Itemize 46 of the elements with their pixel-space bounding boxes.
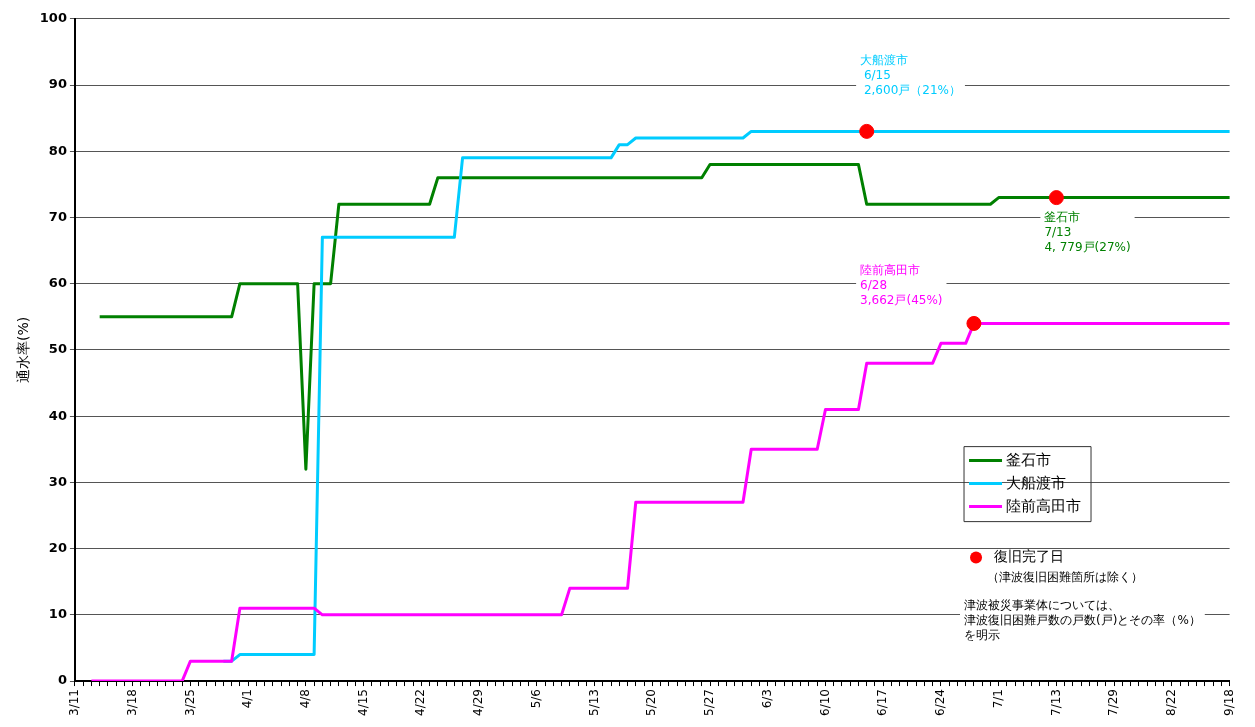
x-tick-label: 9/18 xyxy=(1221,689,1236,717)
x-tick-label: 6/3 xyxy=(759,689,774,709)
y-axis-title: 通水率(%) xyxy=(15,316,32,384)
x-tick-label: 3/11 xyxy=(67,689,82,717)
y-tick-label: 90 xyxy=(48,76,67,92)
y-tick-label: 60 xyxy=(48,275,67,291)
x-tick-label: 4/8 xyxy=(297,689,312,709)
x-tick-label: 7/29 xyxy=(1106,689,1121,717)
y-tick-label: 0 xyxy=(57,672,67,688)
annotation: 陸前高田市 6/28 3,662戸(45%) xyxy=(860,263,943,308)
x-tick-label: 5/6 xyxy=(528,689,543,709)
y-tick-label: 50 xyxy=(48,341,67,357)
y-tick-label: 40 xyxy=(48,407,67,423)
annotation: （津波復旧困難箇所は除く） xyxy=(987,569,1144,584)
x-tick-label: 6/10 xyxy=(817,689,832,717)
x-tick-label: 8/22 xyxy=(1163,689,1178,717)
y-tick-label: 20 xyxy=(48,539,67,555)
x-tick-label: 6/24 xyxy=(933,689,948,717)
x-tick-label: 5/27 xyxy=(702,689,717,717)
x-tick-label: 6/17 xyxy=(875,689,890,717)
annotation: 釜石市 7/13 4, 779戸(27%) xyxy=(1044,209,1131,254)
x-tick-label: 4/15 xyxy=(355,689,370,717)
x-tick-label: 7/13 xyxy=(1048,689,1063,717)
legend-label: 陸前高田市 xyxy=(1006,496,1082,515)
legend-label: 釜石市 xyxy=(1006,450,1052,469)
annotation: 津波被災事業体については、 xyxy=(964,597,1121,612)
x-tick-label: 3/25 xyxy=(182,689,197,717)
x-tick-label: 5/20 xyxy=(644,689,659,717)
x-tick-label: 4/22 xyxy=(413,689,428,717)
annotation: 大船渡市 6/15 2,600戸（21%） xyxy=(860,53,961,98)
y-tick-label: 30 xyxy=(48,473,67,489)
legend-label: 復旧完了日 xyxy=(994,548,1065,565)
point xyxy=(859,123,875,139)
x-tick-label: 3/18 xyxy=(124,689,139,717)
y-tick-label: 80 xyxy=(48,142,67,158)
x-tick-label: 7/1 xyxy=(990,689,1005,709)
annotation: 津波復旧困難戸数の戸数(戸)とその率（%） xyxy=(964,612,1201,627)
y-tick-label: 70 xyxy=(48,208,67,224)
annotation: を明示 xyxy=(964,628,1001,643)
point xyxy=(966,315,982,331)
y-tick-label: 10 xyxy=(48,606,67,622)
x-tick-label: 4/29 xyxy=(471,689,486,717)
x-tick-label: 5/13 xyxy=(586,689,601,717)
y-tick-label: 100 xyxy=(39,10,67,26)
point xyxy=(1048,190,1064,206)
x-tick-label: 4/1 xyxy=(240,689,255,709)
